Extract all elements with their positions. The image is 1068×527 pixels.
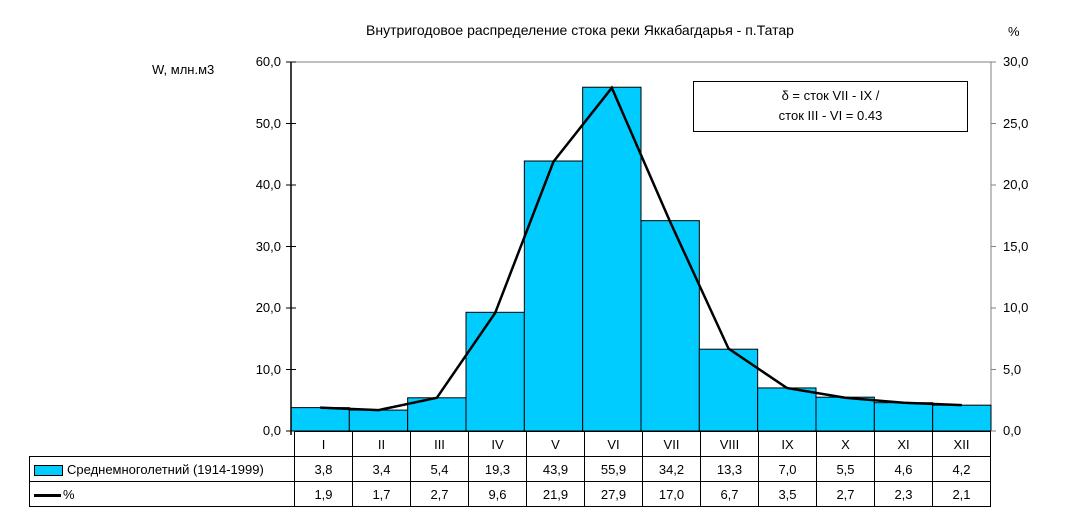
y-tick-label: 50,0 xyxy=(255,115,281,131)
legend-label: Среднемноголетний (1914-1999) xyxy=(67,461,264,477)
bar xyxy=(932,404,992,432)
y-axis-left-label: W, млн.м3 xyxy=(152,62,215,77)
legend-item-bars: Среднемноголетний (1914-1999) xyxy=(29,456,295,482)
table-header-row: I II III IV V VI VII VIII IX X XI XII xyxy=(29,431,991,457)
table-cell: 1,7 xyxy=(352,481,411,507)
table-cell: 2,1 xyxy=(932,481,991,507)
bar xyxy=(873,402,934,432)
bar xyxy=(465,311,525,432)
table-cell: 2,7 xyxy=(816,481,875,507)
month-header: IV xyxy=(468,431,527,457)
month-header: XII xyxy=(932,431,991,457)
bar xyxy=(348,409,409,432)
table-cell: 3,8 xyxy=(294,456,353,482)
table-cell: 3,5 xyxy=(758,481,817,507)
line-legend-swatch-icon xyxy=(34,493,61,497)
table-cell: 4,2 xyxy=(932,456,991,482)
table-cell: 7,0 xyxy=(758,456,817,482)
annotation-line-2: сток III - VI = 0.43 xyxy=(778,108,883,123)
bar xyxy=(523,160,584,432)
table-cell: 34,2 xyxy=(642,456,701,482)
y2-tick-label: 25,0 xyxy=(1003,115,1029,131)
y-tick-label: 40,0 xyxy=(255,177,281,192)
table-cell: 55,9 xyxy=(584,456,643,482)
table-cell: 4,6 xyxy=(874,456,933,482)
table-row: % 1,9 1,7 2,7 9,6 21,9 27,9 17,0 6,7 3,5… xyxy=(29,481,991,507)
y-tick-label: 30,0 xyxy=(255,238,281,254)
table-cell: 17,0 xyxy=(642,481,701,507)
bar xyxy=(815,396,875,432)
month-header: VI xyxy=(584,431,643,457)
bar xyxy=(757,387,817,432)
table-cell: 27,9 xyxy=(584,481,643,507)
bar xyxy=(290,407,350,432)
y-axis-right-label: % xyxy=(1008,24,1020,39)
table-cell: 5,4 xyxy=(410,456,469,482)
chart-title: Внутригодовое распределение стока реки Я… xyxy=(366,22,794,38)
month-header: V xyxy=(526,431,585,457)
y2-tick-label: 15,0 xyxy=(1003,238,1029,254)
month-header: III xyxy=(410,431,469,457)
month-header: X xyxy=(816,431,875,457)
table-cell: 5,5 xyxy=(816,456,875,482)
table-cell: 13,3 xyxy=(700,456,759,482)
y-tick-label: 20,0 xyxy=(255,300,281,315)
table-cell: 2,3 xyxy=(874,481,933,507)
annotation-line-1: δ = сток VII - IX / xyxy=(781,88,880,103)
bar xyxy=(640,220,700,432)
month-header: I xyxy=(294,431,353,457)
data-table: I II III IV V VI VII VIII IX X XI XII Ср… xyxy=(29,431,991,507)
y-tick-label: 10,0 xyxy=(255,361,281,377)
table-cell: 6,7 xyxy=(700,481,759,507)
percent-line xyxy=(320,85,962,412)
table-cell: 2,7 xyxy=(410,481,469,507)
bar-legend-swatch-icon xyxy=(34,464,63,476)
month-header: VIII xyxy=(700,431,759,457)
y2-tick-label: 10,0 xyxy=(1003,300,1029,315)
month-header: XI xyxy=(874,431,933,457)
table-cell: 9,6 xyxy=(468,481,527,507)
table-cell: 3,4 xyxy=(352,456,411,482)
month-header: II xyxy=(352,431,411,457)
table-cell: 1,9 xyxy=(294,481,353,507)
y2-tick-label: 0,0 xyxy=(1003,423,1022,438)
table-cell: 21,9 xyxy=(526,481,585,507)
table-cell: 19,3 xyxy=(468,456,527,482)
y2-tick-label: 5,0 xyxy=(1003,361,1022,377)
month-header: VII xyxy=(642,431,701,457)
legend-label: % xyxy=(63,486,75,502)
table-row: Среднемноголетний (1914-1999) 3,8 3,4 5,… xyxy=(29,456,991,482)
y-tick-label: 60,0 xyxy=(255,54,281,69)
legend-item-line: % xyxy=(29,481,295,507)
y2-tick-label: 30,0 xyxy=(1003,54,1029,69)
annotation-box: δ = сток VII - IX / сток III - VI = 0.43 xyxy=(693,81,968,132)
table-cell: 43,9 xyxy=(526,456,585,482)
month-header: IX xyxy=(758,431,817,457)
y2-tick-label: 20,0 xyxy=(1003,177,1029,192)
bar xyxy=(582,86,642,432)
